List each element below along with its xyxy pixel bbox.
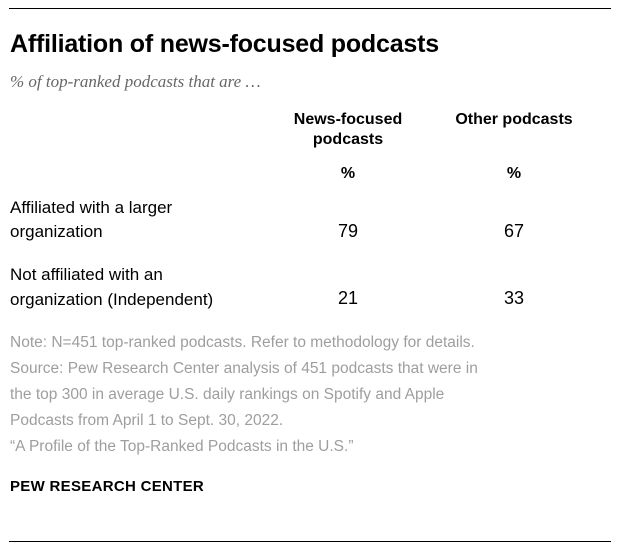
percent-label: % — [506, 164, 522, 182]
value-cell: 21 — [337, 288, 359, 309]
value-cell: 67 — [503, 221, 525, 242]
header-spacer — [10, 108, 262, 150]
source-footer: PEW RESEARCH CENTER — [10, 478, 205, 496]
column-header-other: Other podcasts — [434, 108, 594, 150]
percent-label: % — [340, 164, 356, 182]
chart-subtitle: % of top-ranked podcasts that are … — [10, 71, 261, 91]
value-cell: 33 — [503, 288, 525, 309]
note-line: Source: Pew Research Center analysis of … — [10, 360, 478, 378]
value-cell: 79 — [337, 221, 359, 242]
notes-block: Note: N=451 top-ranked podcasts. Refer t… — [10, 330, 610, 460]
data-table: News-focused podcasts Other podcasts % %… — [10, 108, 610, 313]
chart-title: Affiliation of news-focused podcasts — [10, 30, 439, 58]
row-label: Not affiliated with an organization (Ind… — [10, 265, 214, 309]
top-rule — [9, 8, 611, 9]
note-line: Podcasts from April 1 to Sept. 30, 2022. — [10, 412, 284, 430]
note-line: the top 300 in average U.S. daily rankin… — [10, 386, 445, 404]
note-line: “A Profile of the Top-Ranked Podcasts in… — [10, 438, 354, 456]
column-header-news-focused: News-focused podcasts — [262, 108, 434, 150]
unit-spacer — [10, 150, 262, 196]
column-header-label: News-focused podcasts — [293, 110, 403, 148]
column-header-label: Other podcasts — [455, 110, 573, 128]
bottom-rule — [9, 541, 611, 542]
note-line: Note: N=451 top-ranked podcasts. Refer t… — [10, 334, 475, 352]
row-label: Affiliated with a larger organization — [10, 197, 173, 242]
